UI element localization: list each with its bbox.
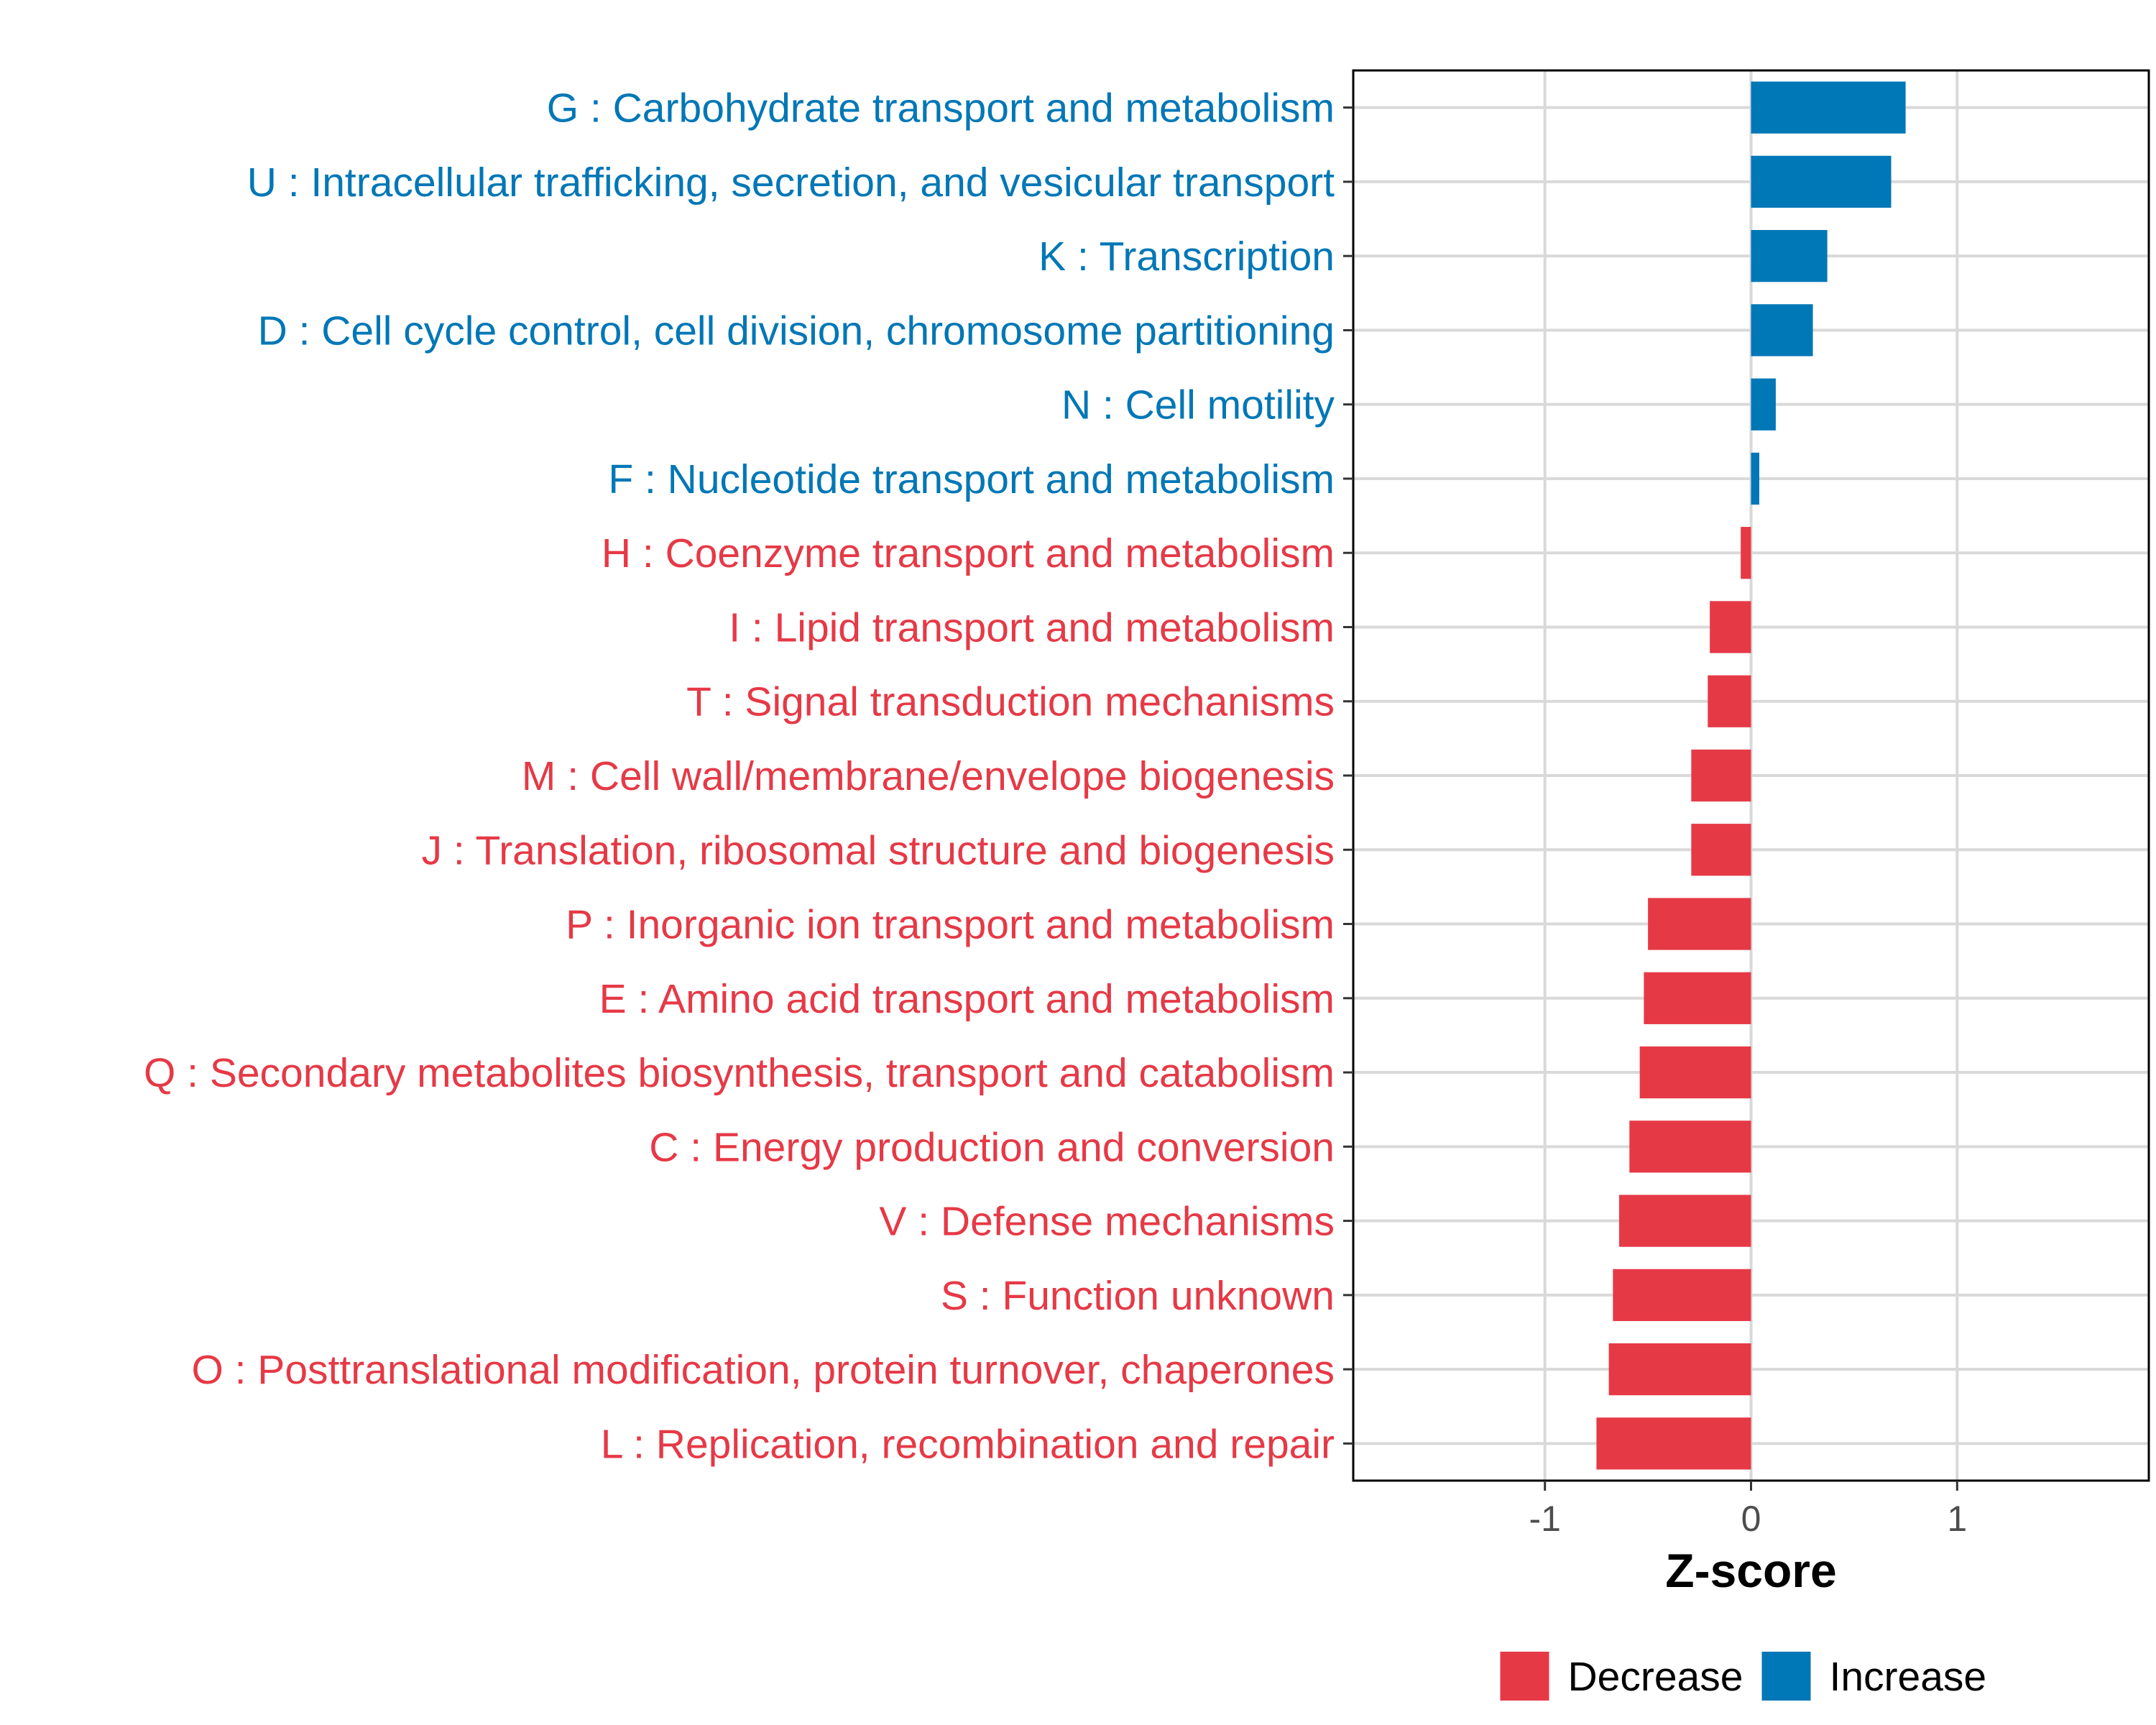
category-label: Q : Secondary metabolites biosynthesis, … bbox=[144, 1050, 1335, 1096]
y-axis-labels: G : Carbohydrate transport and metabolis… bbox=[144, 86, 1335, 1468]
category-label: S : Function unknown bbox=[941, 1273, 1335, 1319]
category-label: F : Nucleotide transport and metabolism bbox=[608, 456, 1335, 502]
category-label: T : Signal transduction mechanisms bbox=[686, 679, 1335, 725]
bar bbox=[1751, 81, 1906, 134]
y-axis-ticks bbox=[1343, 106, 1353, 1445]
legend-swatch-increase bbox=[1761, 1652, 1811, 1701]
category-label: D : Cell cycle control, cell division, c… bbox=[258, 308, 1335, 354]
bar bbox=[1741, 527, 1751, 579]
category-label: H : Coenzyme transport and metabolism bbox=[602, 530, 1335, 576]
x-axis: -1 0 1 bbox=[1529, 1481, 1967, 1539]
bar bbox=[1751, 230, 1828, 282]
bar bbox=[1608, 1343, 1751, 1396]
category-label: C : Energy production and conversion bbox=[649, 1124, 1335, 1170]
bar bbox=[1596, 1417, 1751, 1470]
category-label: U : Intracellular trafficking, secretion… bbox=[247, 160, 1335, 206]
bar bbox=[1618, 1195, 1751, 1247]
category-label: I : Lipid transport and metabolism bbox=[729, 604, 1335, 650]
bar bbox=[1708, 675, 1751, 727]
bar bbox=[1691, 824, 1751, 876]
category-label: G : Carbohydrate transport and metabolis… bbox=[547, 86, 1335, 132]
category-label: N : Cell motility bbox=[1061, 382, 1335, 428]
category-label: M : Cell wall/membrane/envelope biogenes… bbox=[522, 753, 1335, 799]
bar bbox=[1648, 898, 1751, 950]
x-tick-label: -1 bbox=[1529, 1499, 1560, 1539]
category-label: K : Transcription bbox=[1038, 234, 1335, 280]
bar bbox=[1751, 304, 1813, 356]
category-label: L : Replication, recombination and repai… bbox=[601, 1421, 1335, 1467]
bar bbox=[1751, 378, 1776, 431]
bars bbox=[1596, 81, 1906, 1470]
category-label: O : Posttranslational modification, prot… bbox=[191, 1347, 1335, 1393]
bar bbox=[1629, 1121, 1751, 1173]
legend-swatch-decrease bbox=[1500, 1652, 1549, 1701]
legend: Decrease Increase bbox=[1500, 1652, 1987, 1701]
bar bbox=[1639, 1046, 1751, 1099]
category-label: J : Translation, ribosomal structure and… bbox=[422, 827, 1335, 873]
category-label: P : Inorganic ion transport and metaboli… bbox=[566, 902, 1335, 948]
bar bbox=[1751, 155, 1892, 208]
x-tick-label: 0 bbox=[1741, 1499, 1761, 1539]
bar bbox=[1751, 452, 1759, 505]
x-tick-label: 1 bbox=[1947, 1499, 1967, 1539]
category-label: E : Amino acid transport and metabolism bbox=[599, 976, 1335, 1022]
bar bbox=[1691, 749, 1751, 802]
category-label: V : Defense mechanisms bbox=[879, 1199, 1335, 1245]
legend-label-increase: Increase bbox=[1830, 1654, 1987, 1700]
bar bbox=[1644, 972, 1751, 1024]
x-axis-title: Z-score bbox=[1665, 1544, 1836, 1597]
legend-label-decrease: Decrease bbox=[1568, 1654, 1743, 1700]
bar bbox=[1613, 1269, 1751, 1321]
bar bbox=[1710, 601, 1751, 653]
